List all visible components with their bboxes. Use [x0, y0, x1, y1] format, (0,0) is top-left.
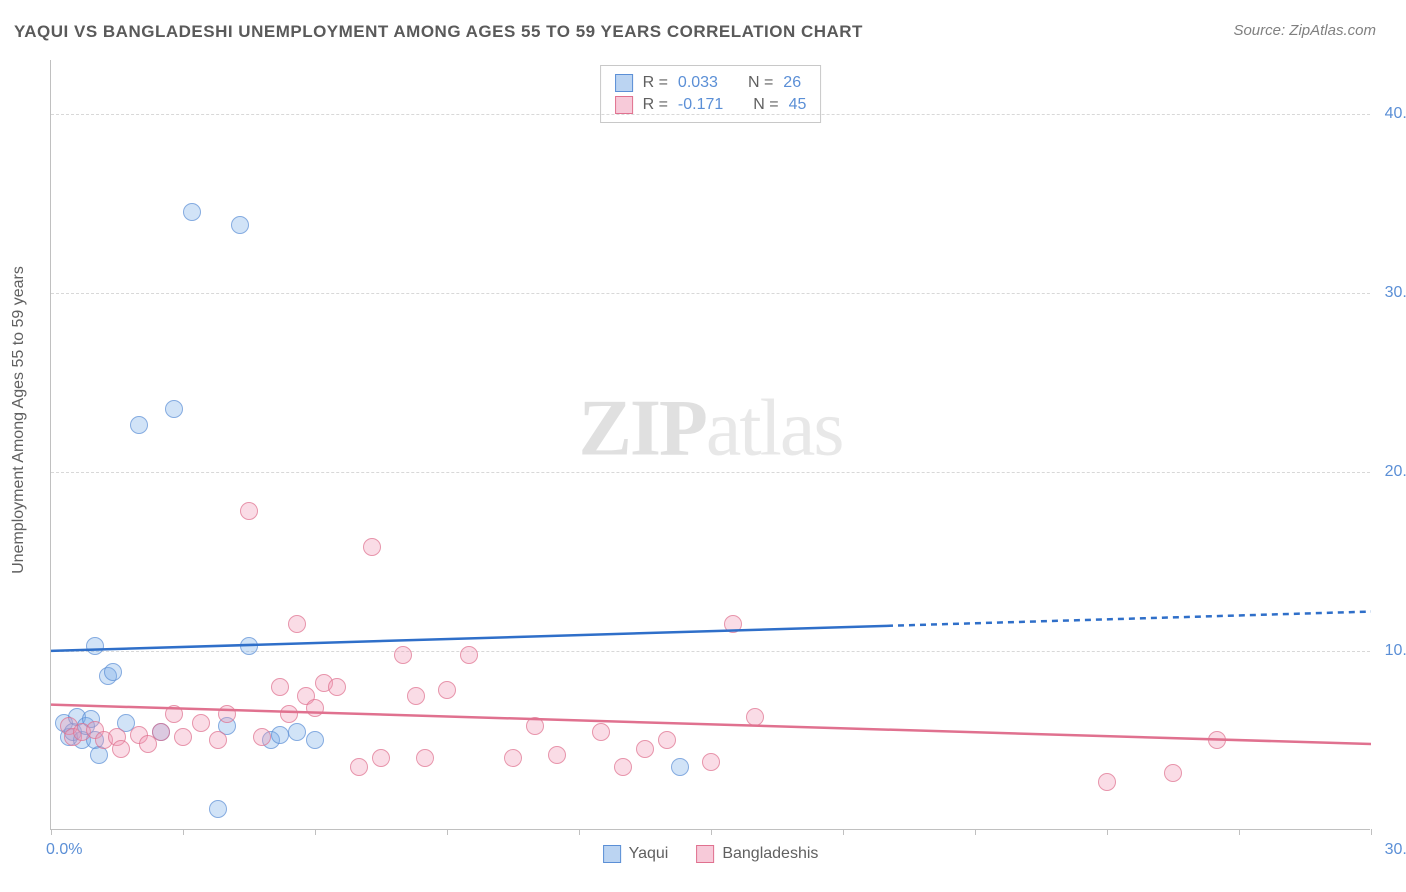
data-point: [658, 731, 676, 749]
data-point: [288, 723, 306, 741]
y-axis-label: Unemployment Among Ages 55 to 59 years: [10, 266, 28, 574]
data-point: [280, 705, 298, 723]
data-point: [231, 216, 249, 234]
x-tick: [447, 829, 448, 835]
data-point: [218, 705, 236, 723]
plot-area: ZIPatlas R = 0.033 N = 26 R = -0.171 N =…: [50, 60, 1370, 830]
y-tick-label: 30.0%: [1385, 284, 1406, 302]
data-point: [271, 678, 289, 696]
data-point: [130, 416, 148, 434]
data-point: [548, 746, 566, 764]
bottom-legend: Yaqui Bangladeshis: [603, 845, 819, 863]
x-tick: [1107, 829, 1108, 835]
data-point: [671, 758, 689, 776]
x-tick: [843, 829, 844, 835]
data-point: [1098, 773, 1116, 791]
r-value-b: -0.171: [678, 96, 723, 114]
n-value-b: 45: [789, 96, 807, 114]
data-point: [504, 749, 522, 767]
data-point: [1208, 731, 1226, 749]
data-point: [328, 678, 346, 696]
data-point: [209, 731, 227, 749]
watermark-atlas: atlas: [706, 385, 843, 473]
data-point: [746, 708, 764, 726]
data-point: [240, 502, 258, 520]
n-label: N =: [748, 74, 773, 92]
legend-stats-row-b: R = -0.171 N = 45: [615, 94, 807, 116]
data-point: [460, 646, 478, 664]
data-point: [363, 538, 381, 556]
x-tick: [315, 829, 316, 835]
n-label: N =: [753, 96, 778, 114]
swatch-icon: [615, 96, 633, 114]
data-point: [271, 726, 289, 744]
trendlines: [51, 60, 1371, 830]
x-tick: [579, 829, 580, 835]
legend-label-b: Bangladeshis: [722, 845, 818, 863]
data-point: [174, 728, 192, 746]
data-point: [394, 646, 412, 664]
r-value-a: 0.033: [678, 74, 718, 92]
source-label: Source: ZipAtlas.com: [1233, 22, 1376, 39]
x-max-label: 30.0%: [1385, 841, 1406, 859]
data-point: [724, 615, 742, 633]
data-point: [112, 740, 130, 758]
x-tick: [1239, 829, 1240, 835]
data-point: [372, 749, 390, 767]
data-point: [192, 714, 210, 732]
watermark: ZIPatlas: [579, 384, 843, 475]
r-label: R =: [643, 96, 668, 114]
x-min-label: 0.0%: [46, 841, 82, 859]
chart-title: YAQUI VS BANGLADESHI UNEMPLOYMENT AMONG …: [14, 22, 863, 42]
y-tick-label: 40.0%: [1385, 105, 1406, 123]
x-tick: [183, 829, 184, 835]
data-point: [350, 758, 368, 776]
swatch-icon: [603, 845, 621, 863]
data-point: [183, 203, 201, 221]
watermark-zip: ZIP: [579, 385, 706, 473]
n-value-a: 26: [783, 74, 801, 92]
data-point: [636, 740, 654, 758]
data-point: [165, 400, 183, 418]
x-tick: [711, 829, 712, 835]
legend-stats-row-a: R = 0.033 N = 26: [615, 72, 807, 94]
chart-container: YAQUI VS BANGLADESHI UNEMPLOYMENT AMONG …: [0, 0, 1406, 892]
gridline: [51, 472, 1370, 473]
data-point: [240, 637, 258, 655]
data-point: [253, 728, 271, 746]
legend-item-a: Yaqui: [603, 845, 669, 863]
data-point: [306, 699, 324, 717]
data-point: [438, 681, 456, 699]
data-point: [165, 705, 183, 723]
gridline: [51, 114, 1370, 115]
data-point: [416, 749, 434, 767]
data-point: [614, 758, 632, 776]
data-point: [407, 687, 425, 705]
data-point: [306, 731, 324, 749]
data-point: [152, 723, 170, 741]
data-point: [288, 615, 306, 633]
gridline: [51, 293, 1370, 294]
data-point: [1164, 764, 1182, 782]
x-tick: [1371, 829, 1372, 835]
y-tick-label: 10.0%: [1385, 642, 1406, 660]
data-point: [209, 800, 227, 818]
data-point: [592, 723, 610, 741]
data-point: [526, 717, 544, 735]
legend-label-a: Yaqui: [629, 845, 669, 863]
swatch-icon: [615, 74, 633, 92]
data-point: [702, 753, 720, 771]
y-tick-label: 20.0%: [1385, 463, 1406, 481]
data-point: [104, 663, 122, 681]
legend-item-b: Bangladeshis: [696, 845, 818, 863]
swatch-icon: [696, 845, 714, 863]
data-point: [86, 637, 104, 655]
r-label: R =: [643, 74, 668, 92]
x-tick: [51, 829, 52, 835]
x-tick: [975, 829, 976, 835]
